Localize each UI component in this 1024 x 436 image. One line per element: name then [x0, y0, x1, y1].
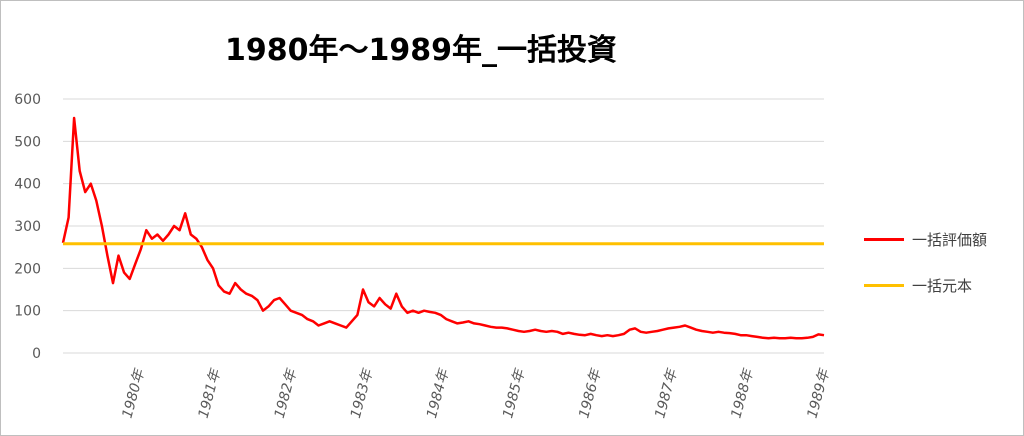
x-tick-label: 1980年: [120, 366, 149, 420]
legend: 一括評価額 一括元本: [864, 227, 987, 319]
x-tick-label: 1984年: [424, 366, 453, 420]
y-tick-label: 500: [14, 134, 41, 150]
x-tick-label: 1985年: [500, 366, 529, 420]
x-tick-label: 1986年: [576, 366, 605, 420]
legend-item-valuation: 一括評価額: [864, 227, 987, 251]
x-tick-label: 1983年: [348, 366, 377, 420]
chart-title: 1980年～1989年_一括投資: [225, 33, 617, 68]
legend-item-principal: 一括元本: [864, 273, 987, 297]
x-tick-label: 1987年: [652, 366, 681, 420]
x-tick-label: 1982年: [272, 366, 301, 420]
series-line-valuation: [61, 116, 825, 340]
y-tick-label: 0: [32, 346, 41, 362]
legend-swatch-valuation: [864, 237, 904, 241]
x-tick-label: 1988年: [728, 366, 757, 420]
y-tick-label: 200: [14, 261, 41, 277]
y-tick-label: 600: [14, 92, 41, 108]
y-tick-label: 100: [14, 304, 41, 320]
x-tick-label: 1989年: [805, 366, 834, 420]
legend-swatch-principal: [864, 283, 904, 287]
y-tick-label: 300: [14, 219, 41, 235]
x-tick-label: 1981年: [196, 366, 225, 420]
legend-label-principal: 一括元本: [912, 276, 973, 295]
legend-label-valuation: 一括評価額: [912, 230, 988, 249]
y-tick-label: 400: [14, 177, 41, 193]
